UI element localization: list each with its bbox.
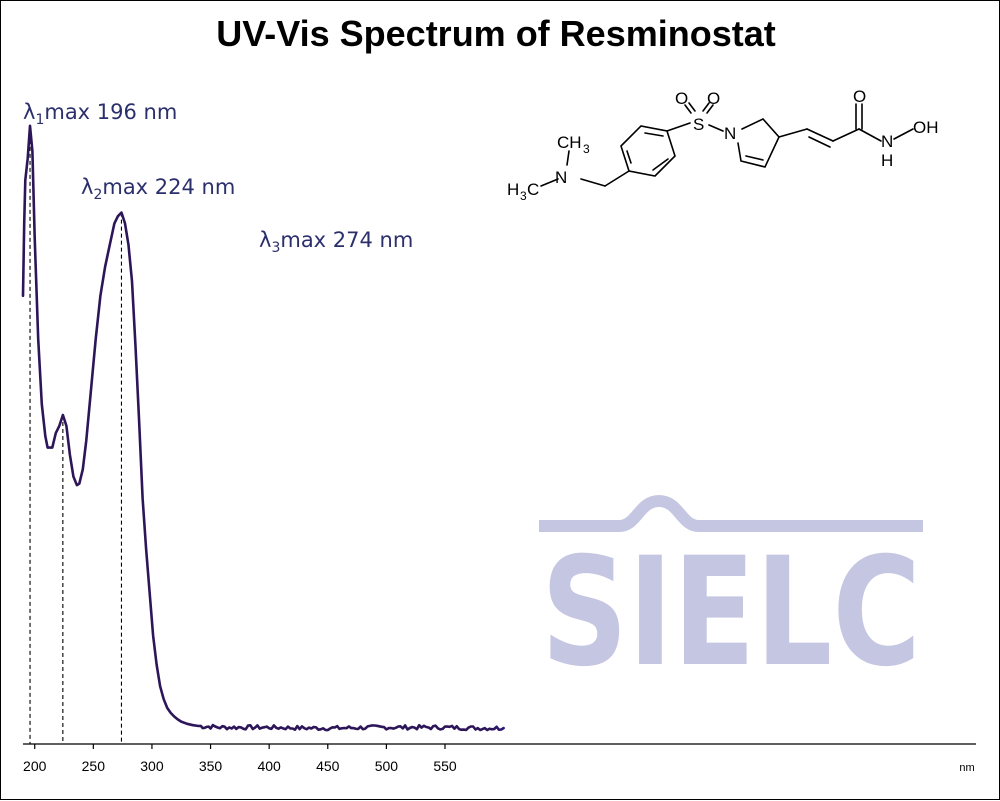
peak-label-2: λ2max 224 nm [81,175,235,203]
peak-labels: λ1max 196 nm λ2max 224 nm λ3max 274 nm [23,100,413,256]
sielc-watermark: SIELC [539,495,923,700]
atom-h3c-left-sub: 3 [520,189,527,203]
atom-h3c-left: H [507,180,519,199]
atom-oxygen-2: O [707,89,720,108]
atom-h-amide: H [881,151,893,170]
atom-oh-group: OH [913,118,939,137]
peak-label-3: λ3max 274 nm [259,228,413,256]
peak-label-1: λ1max 196 nm [23,100,177,128]
atom-n-amide: N [881,132,893,151]
x-tick-label: 250 [82,758,106,774]
chart-title: UV-Vis Spectrum of Resminostat [216,13,775,54]
x-tick-label: 450 [316,758,340,774]
x-tick-label: 500 [375,758,399,774]
x-tick-label: 350 [199,758,223,774]
atom-ch3-top-sub: 3 [583,142,590,156]
atom-ch3-top: CH [557,133,582,152]
resminostat-structure: N CH 3 H 3 C S O O N O N H OH [507,87,939,203]
peak-drop-lines [29,125,123,744]
x-tick-label: 400 [257,758,281,774]
atom-oxygen-carbonyl: O [853,87,866,106]
spectrum-trace [21,124,505,732]
atom-n-pyrrole: N [724,124,736,143]
x-tick-label: 200 [23,758,47,774]
watermark-text: SIELC [541,526,921,700]
x-axis-unit: nm [959,762,974,774]
atom-oxygen-1: O [675,89,688,108]
x-tick-label: 300 [140,758,164,774]
atom-sulfur: S [693,115,704,134]
atom-h3c-left-c: C [527,180,539,199]
watermark-arc-icon [539,495,923,532]
x-tick-label: 550 [433,758,457,774]
x-axis-ticks: 200 250 300 350 400 450 500 550 [23,744,457,774]
atom-n-amine: N [555,168,567,187]
